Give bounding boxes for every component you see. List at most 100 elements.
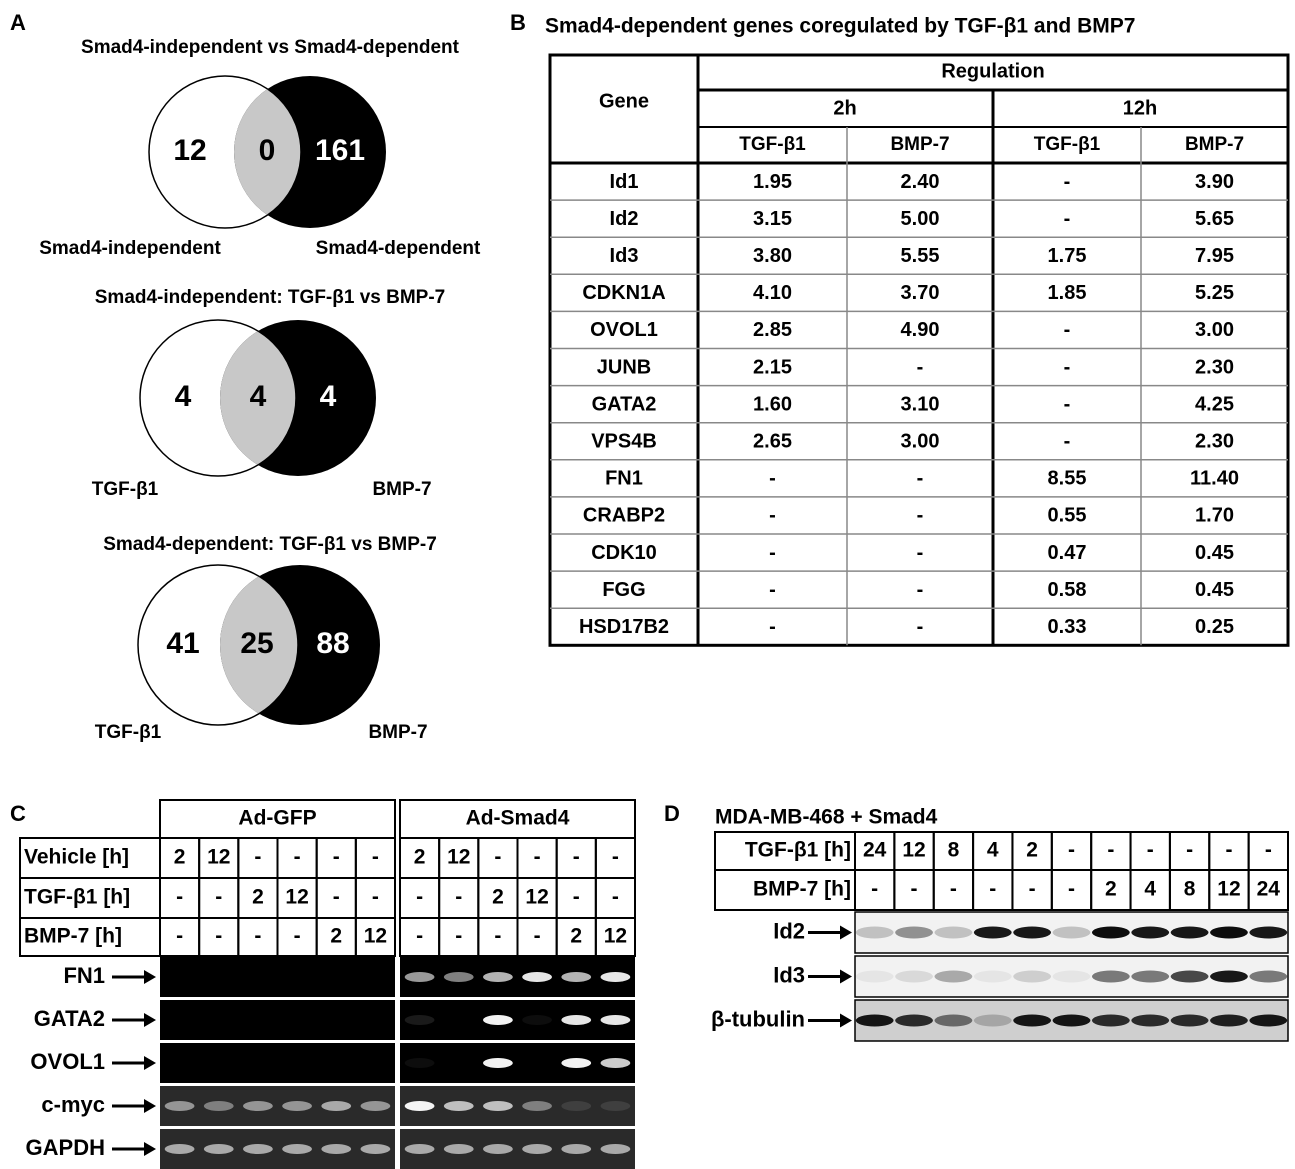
table-cell: 1.60 [753,393,792,415]
gel-band [321,1144,351,1154]
treatment-value: - [573,846,580,869]
table-header: Regulation [941,60,1044,82]
gene-name: JUNB [597,356,651,378]
table-title: Smad4-dependent genes coregulated by TGF… [545,15,1135,38]
blot-label: β-tubulin [711,1006,805,1031]
gene-name: OVOL1 [590,319,658,341]
table-cell: - [917,356,924,378]
blot-band [1210,971,1248,983]
blot-band [1210,927,1248,939]
table-cell: 1.95 [753,171,792,193]
gene-name: CRABP2 [583,505,665,527]
blot-band [935,927,973,939]
table-cell: 5.65 [1195,208,1234,230]
table-cell: 2.40 [901,171,940,193]
blot-band [1053,1015,1091,1027]
blot-band [856,1015,894,1027]
gel-band [483,1058,513,1068]
table-cell: 0.55 [1048,505,1087,527]
table-header: BMP-7 [890,134,949,155]
gel-band [405,1101,435,1111]
gene-name: FN1 [605,468,643,490]
table-cell: 0.45 [1195,579,1234,601]
blot-band [1053,971,1091,983]
table-cell: - [1064,319,1071,341]
arrow-head [144,970,156,984]
gene-name: CDKN1A [582,282,665,304]
group-header: Ad-Smad4 [466,807,570,830]
gel-band [601,1101,631,1111]
treatment-value: - [871,878,878,901]
gel-band [561,1015,591,1025]
table-cell: 2.30 [1195,431,1234,453]
blot-band [935,971,973,983]
treatment-value: - [1147,839,1154,862]
treatment-value: - [333,846,340,869]
table-cell: - [917,505,924,527]
treatment-value: - [612,886,619,909]
treatment-value: 8 [1184,878,1196,901]
venn-label: BMP-7 [372,479,431,500]
blot-band [1013,1015,1051,1027]
gel-band [601,1058,631,1068]
gel-band [321,1101,351,1111]
blot-band [1013,971,1051,983]
gel-band [522,1015,552,1025]
table-cell: 0.25 [1195,616,1234,638]
gene-name: CDK10 [591,542,657,564]
page: { "panel_a": { "label": "A", "venns": [ … [0,0,1295,1169]
panel-label: C [10,801,26,826]
table-cell: 3.70 [901,282,940,304]
table-cell: 1.70 [1195,505,1234,527]
gel-band [444,1101,474,1111]
gel-band [243,1144,273,1154]
treatment-value: - [176,886,183,909]
treatment-value: 12 [447,846,470,869]
table-cell: - [1064,393,1071,415]
gel-label: GATA2 [34,1006,105,1031]
table-cell: 2.85 [753,319,792,341]
venn-title: Smad4-independent vs Smad4-dependent [81,37,460,58]
gel-band [361,1144,391,1154]
table-header: TGF-β1 [739,134,806,155]
treatment-value: - [494,846,501,869]
treatment-value: - [294,846,301,869]
venn-count: 25 [240,627,273,660]
treatment-value: - [254,846,261,869]
treatment-value: - [1029,878,1036,901]
table-cell: 3.10 [901,393,940,415]
venn-label: Smad4-independent [39,238,221,259]
treatment-value: 12 [207,846,230,869]
blot-band [1131,1015,1169,1027]
table-cell: 1.75 [1048,245,1087,267]
table-cell: 5.25 [1195,282,1234,304]
blot-band [856,927,894,939]
treatment-value: 2 [1105,878,1117,901]
gel-band [561,1058,591,1068]
arrow-head [144,1013,156,1027]
blot-band [1092,1015,1130,1027]
gene-name: VPS4B [591,431,657,453]
blot-band [1249,927,1287,939]
table-header: Gene [599,90,649,112]
gel-band [601,1144,631,1154]
table-cell: 2.15 [753,356,792,378]
box [160,1043,395,1083]
gel-label: FN1 [63,963,105,988]
blot-band [974,927,1012,939]
gel-band [483,1144,513,1154]
venn-label: TGF-β1 [95,722,162,743]
blot-band [895,1015,933,1027]
venn-count: 4 [250,380,267,413]
blot-band [1249,971,1287,983]
treatment-value: - [416,925,423,948]
blot-band [1013,927,1051,939]
panel-label: B [510,10,526,35]
treatment-value: 12 [525,886,548,909]
table-cell: 2.30 [1195,356,1234,378]
table-cell: - [769,505,776,527]
venn-count: 4 [320,380,337,413]
gel-band [522,972,552,982]
gel-band [282,1101,312,1111]
treatment-value: 8 [948,839,960,862]
